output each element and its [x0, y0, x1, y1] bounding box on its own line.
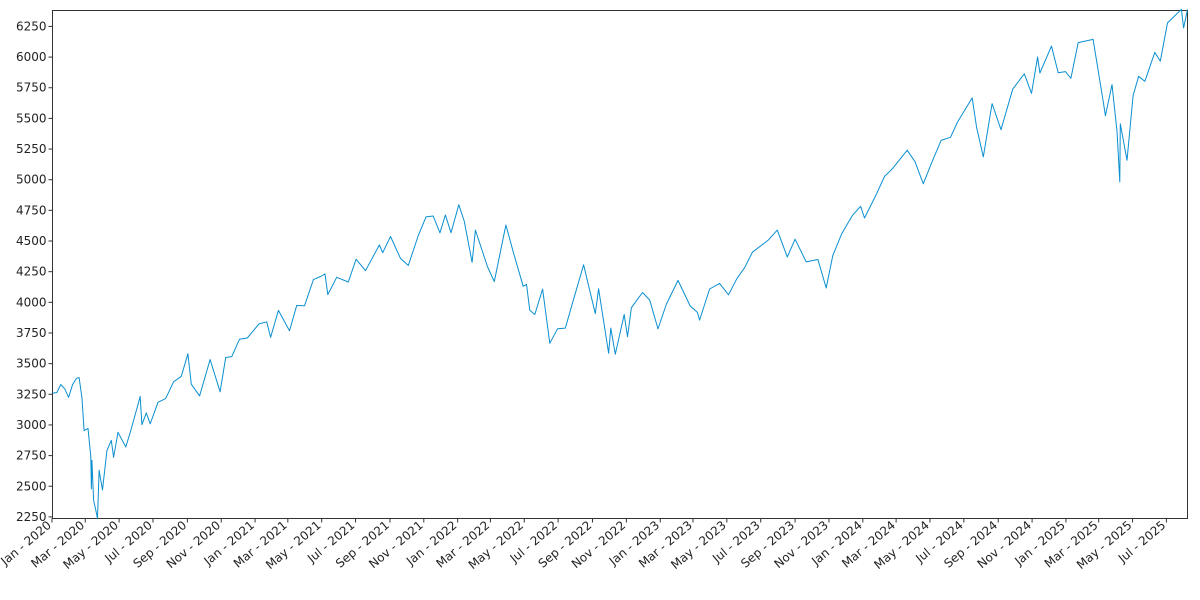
y-tick-label: 3250 [16, 387, 47, 401]
y-tick-label: 3750 [16, 326, 47, 340]
series-layer [52, 8, 1188, 519]
y-tick-label: 3000 [16, 418, 47, 432]
y-tick-label: 5250 [16, 142, 47, 156]
y-tick-label: 3500 [16, 357, 47, 371]
plot-frame [52, 10, 1188, 519]
y-tick-label: 6000 [16, 50, 47, 64]
y-tick-label: 4500 [16, 234, 47, 248]
y-tick-label: 4250 [16, 265, 47, 279]
y-axis: 2250 2500 2750 3000 3250 3500 3750 4000 4250 4500… [16, 19, 53, 524]
series-line [52, 8, 1188, 519]
y-tick-label: 6250 [16, 19, 47, 33]
y-tick-label: 2750 [16, 449, 47, 463]
y-tick-label: 2500 [16, 479, 47, 493]
y-tick-label: 4750 [16, 203, 47, 217]
y-tick-label: 2250 [16, 510, 47, 524]
y-tick-label: 5500 [16, 111, 47, 125]
y-tick-label: 4000 [16, 295, 47, 309]
y-tick-label: 5000 [16, 173, 47, 187]
y-tick-label: 5750 [16, 81, 47, 95]
